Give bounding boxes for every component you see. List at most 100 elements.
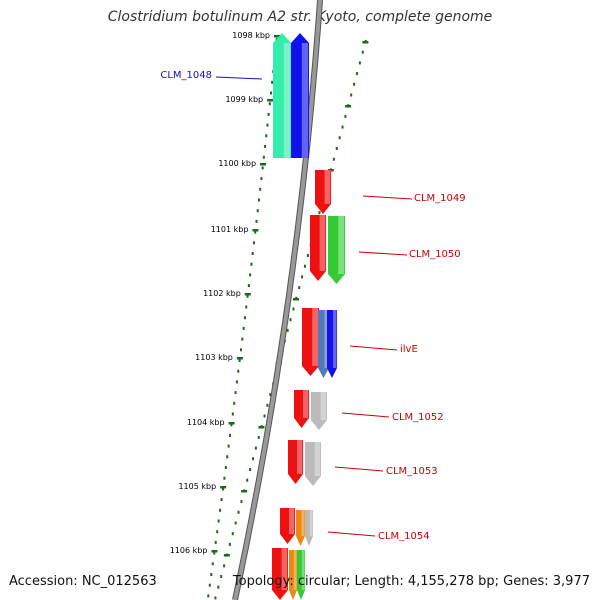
gene-orange-cds-next-body <box>289 550 297 600</box>
outer-major-tick <box>345 105 352 108</box>
gene-red-cds-ilvE-shine <box>312 308 319 366</box>
ruler-dot <box>234 521 237 525</box>
ruler-dot <box>262 155 265 159</box>
ruler-dot <box>256 209 259 213</box>
gene-gray-cds-1052-body <box>311 392 327 430</box>
gene-red-cds-1054-shine <box>289 508 295 534</box>
ruler-dot <box>266 123 269 127</box>
ruler-dot <box>219 508 222 512</box>
ruler-dot <box>210 573 213 576</box>
gene-red-cds-1053 <box>288 440 303 484</box>
ruler-dot <box>344 114 347 118</box>
gene-green-cds-1050-shine <box>338 216 345 274</box>
gene-orange-cds-next-shine <box>293 550 297 590</box>
ruler-dot <box>269 91 272 95</box>
ruler-dot <box>298 286 301 290</box>
ruler-dot <box>207 594 210 598</box>
gene-red-cds-ilvE-body <box>302 308 319 376</box>
ruler-dot <box>223 564 226 568</box>
ruler-dot <box>257 435 260 439</box>
gene-red-cds-1050-body <box>310 215 326 281</box>
ruler-dot <box>237 510 240 514</box>
gene-red-cds-ilvE <box>302 308 319 376</box>
ruler-dot <box>250 262 253 266</box>
gene-gray-cds-1052 <box>311 392 327 430</box>
gene-aqua-cds <box>273 33 291 158</box>
tick-label: 1104 kbp <box>187 418 225 427</box>
gene-orange-cds-1054 <box>296 510 305 546</box>
gene-label: CLM_1053 <box>386 466 438 477</box>
ruler-dot <box>243 316 246 320</box>
ruler-dot <box>263 414 266 418</box>
ruler-dot <box>231 532 234 536</box>
major-tick <box>220 486 227 489</box>
gene-label: CLM_1048 <box>160 70 212 81</box>
ruler-dot <box>227 444 230 448</box>
tick-label: 1102 kbp <box>203 289 241 298</box>
ruler-dot <box>254 230 257 234</box>
ruler-dot <box>267 112 270 116</box>
gene-steel-cds-ilvE <box>318 310 329 378</box>
ruler-dot <box>238 359 241 362</box>
gene-steel-cds-ilvE-body <box>318 310 329 378</box>
genome-summary-text: Topology: circular; Length: 4,155,278 bp… <box>232 574 590 589</box>
ruler-dot <box>228 542 231 546</box>
major-tick <box>267 99 274 102</box>
ruler-dot <box>230 423 233 427</box>
gene-features <box>272 33 345 600</box>
gene-gray-cds-1053-shine <box>314 442 321 476</box>
gene-red-cds-1053-body <box>288 440 303 484</box>
ruler-dot <box>242 326 245 330</box>
tick-label: 1103 kbp <box>195 353 233 362</box>
gene-red-cds-1054 <box>280 508 295 544</box>
ruler-dot <box>211 562 214 566</box>
gene-blue-cds-ilvE-body <box>327 310 337 378</box>
gene-red-cds-1050 <box>310 215 326 281</box>
gene-green-cds-next <box>297 550 305 600</box>
gene-gray-cds-1053-body <box>305 442 321 486</box>
gene-red-cds-1052-shine <box>303 390 309 418</box>
gene-gray-cds-1054-shine <box>309 510 313 536</box>
gene-red-cds-next <box>272 548 288 600</box>
ruler-dot <box>214 596 217 600</box>
ruler-dot <box>231 412 234 416</box>
ruler-dot <box>335 147 338 150</box>
ruler-dot <box>261 166 264 170</box>
ruler-dot <box>221 487 224 491</box>
genome-backbone <box>232 0 323 600</box>
gene-red-cds-1049-shine <box>324 170 331 204</box>
ruler-dot <box>271 80 274 84</box>
gene-label-leader <box>341 412 390 418</box>
ruler-dot <box>245 305 248 309</box>
gene-blue-cds <box>291 33 309 158</box>
gene-label: ilvE <box>400 344 418 355</box>
gene-label-leader <box>349 345 398 351</box>
ruler-dot <box>259 187 262 191</box>
ruler-dot <box>260 177 263 181</box>
ruler-dot <box>216 530 219 534</box>
ruler-dot <box>289 318 292 322</box>
ruler-dot <box>246 478 249 482</box>
gene-label-leader <box>327 531 376 537</box>
gene-blue-cds-body <box>291 33 309 158</box>
gene-red-cds-next-shine <box>281 548 288 590</box>
ruler-dot <box>350 93 353 97</box>
ruler-dot <box>301 275 304 279</box>
gene-steel-cds-ilvE-shine <box>324 310 329 368</box>
ruler-dot <box>252 241 255 245</box>
gene-aqua-cds-body <box>273 33 291 158</box>
ruler-dot <box>361 50 364 54</box>
ruler-dot <box>239 348 242 352</box>
outer-major-tick <box>241 490 248 493</box>
gene-red-cds-1052-body <box>294 390 309 428</box>
gene-orange-cds-1054-shine <box>301 510 305 536</box>
major-tick <box>211 550 218 553</box>
major-tick <box>274 35 280 38</box>
gene-green-cds-next-shine <box>301 550 305 590</box>
ruler-dot <box>306 254 309 257</box>
ruler-dot <box>208 583 211 587</box>
gene-green-cds-next-body <box>297 550 305 600</box>
ruler-dot <box>223 476 226 480</box>
